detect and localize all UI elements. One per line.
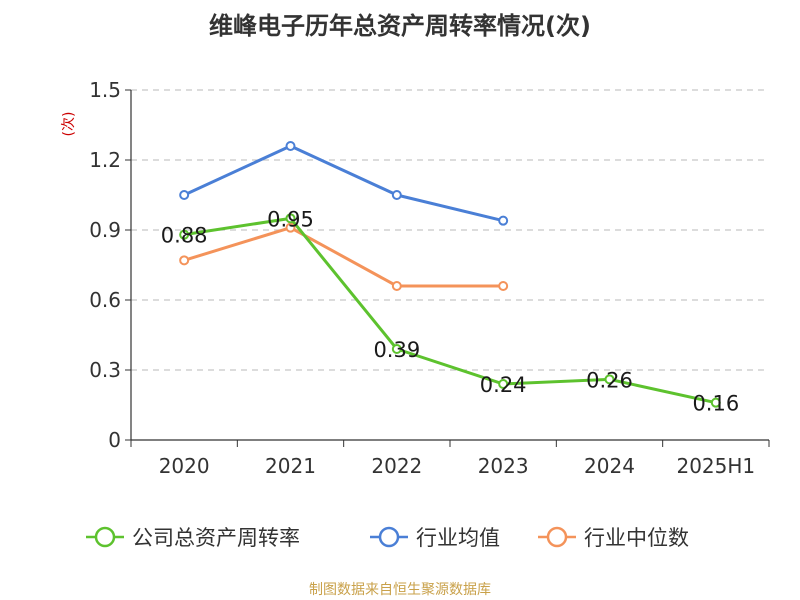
x-tick-label: 2021	[265, 454, 316, 478]
y-tick-label: 1.2	[89, 148, 121, 172]
legend-label: 行业中位数	[584, 526, 689, 550]
series-line	[183, 226, 504, 288]
data-point	[179, 255, 190, 266]
data-label: 0.24	[480, 373, 527, 397]
data-point	[179, 190, 190, 200]
data-point	[498, 281, 509, 291]
y-tick-label: 0.3	[89, 358, 121, 382]
y-axis-label: (次)	[61, 112, 77, 137]
y-tick-label: 0.6	[89, 288, 121, 312]
data-label: 0.88	[161, 224, 208, 248]
series-line	[183, 144, 504, 223]
legend: 公司总资产周转率 行业均值 行业中位数	[86, 526, 689, 550]
data-point	[391, 344, 402, 354]
data-point	[285, 213, 296, 224]
data-point	[285, 222, 296, 233]
x-tick-label: 2025H1	[676, 454, 755, 478]
y-tick-label: 1.5	[89, 78, 121, 102]
axes: 0 0.3 0.6 0.9 1.2 1.5 2020 2021 2022 2023 2024 2025…	[61, 78, 770, 478]
grid-lines	[131, 89, 769, 371]
data-point	[391, 190, 402, 200]
data-label: 0.39	[373, 338, 420, 362]
legend-marker	[94, 526, 116, 548]
series-line	[183, 216, 717, 405]
legend-label: 公司总资产周转率	[132, 526, 300, 550]
data-point	[391, 281, 402, 291]
x-tick-label: 2023	[478, 454, 529, 478]
data-point	[710, 397, 721, 408]
data-point	[498, 215, 509, 226]
data-labels: 0.88 0.95 0.39 0.24 0.26 0.16	[161, 207, 739, 415]
legend-marker	[378, 526, 400, 548]
y-tick-label: 0	[108, 428, 121, 452]
chart-title: 维峰电子历年总资产周转率情况(次)	[209, 12, 591, 40]
data-label: 0.16	[692, 392, 739, 416]
data-point	[498, 379, 509, 389]
data-point	[604, 374, 615, 385]
y-tick-label: 0.9	[89, 218, 121, 242]
data-label: 0.95	[267, 207, 314, 231]
series-layer	[179, 141, 721, 408]
x-tick-label: 2022	[371, 454, 422, 478]
data-point	[179, 229, 190, 240]
x-tick-label: 2020	[159, 454, 210, 478]
legend-label: 行业均值	[416, 526, 500, 550]
legend-marker	[546, 526, 568, 548]
data-point	[285, 141, 296, 151]
data-source-note: 制图数据来自恒生聚源数据库	[309, 582, 491, 598]
data-label: 0.26	[586, 368, 633, 392]
x-tick-label: 2024	[584, 454, 635, 478]
